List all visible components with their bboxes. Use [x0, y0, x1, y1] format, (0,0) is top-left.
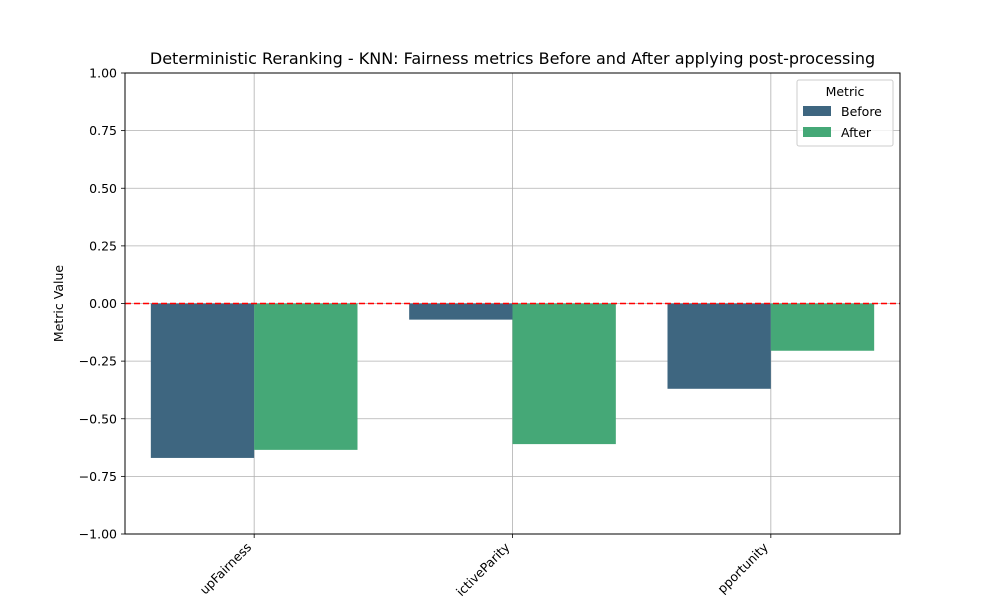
y-tick-label: −1.00 — [79, 527, 117, 542]
bar-before-1 — [409, 303, 513, 320]
legend: Metric Before After — [796, 79, 894, 147]
bar-before-2 — [667, 303, 771, 389]
x-tick-label: upFairness — [197, 540, 255, 598]
legend-label-before: Before — [841, 104, 882, 119]
bars-layer — [150, 303, 875, 458]
x-tick-label: ictiveParity — [453, 539, 513, 599]
y-tick-label: −0.25 — [79, 354, 117, 369]
bar-before-0 — [150, 303, 255, 458]
legend-swatch-after — [803, 127, 831, 137]
legend-items: Before After — [803, 104, 882, 140]
y-tick-label: 0.00 — [89, 296, 117, 311]
bar-after-0 — [254, 303, 358, 450]
chart-title: Deterministic Reranking - KNN: Fairness … — [150, 49, 875, 68]
y-tick-label: −0.75 — [79, 469, 117, 484]
bar-after-1 — [512, 303, 616, 445]
bar-after-2 — [770, 303, 875, 351]
legend-label-after: After — [841, 125, 872, 140]
legend-title: Metric — [826, 84, 865, 99]
x-tick-label: pportunity — [714, 539, 771, 596]
y-tick-label: 0.25 — [89, 238, 117, 253]
y-axis-label: Metric Value — [51, 265, 66, 342]
y-tick-label: 0.50 — [89, 181, 117, 196]
y-tick-label: −0.50 — [79, 411, 117, 426]
y-tick-label: 0.75 — [89, 123, 117, 138]
y-tick-label: 1.00 — [89, 66, 117, 81]
legend-swatch-before — [803, 106, 831, 116]
